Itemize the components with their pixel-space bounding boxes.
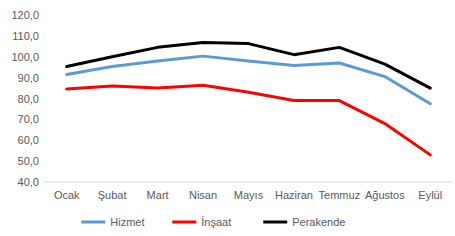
x-tick-label: Temmuz xyxy=(319,189,361,201)
legend-label: İnşaat xyxy=(201,216,231,228)
legend-swatch xyxy=(172,221,196,224)
y-tick-label: 60,0 xyxy=(18,134,39,146)
legend-label: Perakende xyxy=(292,216,345,228)
chart: 40,0 50,0 60,0 70,0 80,0 90,0 100,0 110,0 120,0 O… xyxy=(0,0,455,236)
series-line xyxy=(67,43,431,89)
x-tick-label: Şubat xyxy=(98,189,127,201)
legend: Hizmet İnşaat Perakende xyxy=(81,216,345,228)
y-tick-label: 70,0 xyxy=(18,113,39,125)
tick-mark xyxy=(41,140,44,141)
x-tick-label: Ağustos xyxy=(365,189,405,201)
plot-area xyxy=(67,43,431,155)
tick-mark xyxy=(41,77,44,78)
tick-mark xyxy=(41,56,44,57)
legend-label: Hizmet xyxy=(110,216,144,228)
y-tick-label: 80,0 xyxy=(18,93,39,105)
y-tick-label: 40,0 xyxy=(18,176,39,188)
x-tick-label: Mayıs xyxy=(234,189,264,201)
legend-swatch xyxy=(263,221,287,224)
legend-swatch xyxy=(81,221,105,224)
x-tick-label: Nisan xyxy=(189,189,217,201)
y-tick-label: 90,0 xyxy=(18,72,39,84)
series-line xyxy=(67,56,431,104)
y-tick-label: 50,0 xyxy=(18,155,39,167)
x-axis xyxy=(44,182,453,183)
x-tick-label: Ocak xyxy=(54,189,80,201)
series-line xyxy=(67,85,431,155)
x-tick-label: Mart xyxy=(147,189,169,201)
y-tick-label: 120,0 xyxy=(11,9,39,21)
tick-mark xyxy=(41,15,44,16)
tick-mark xyxy=(41,161,44,162)
tick-mark xyxy=(41,98,44,99)
x-tick-label: Haziran xyxy=(275,189,313,201)
y-tick-label: 110,0 xyxy=(12,30,39,42)
tick-mark xyxy=(41,35,44,36)
y-tick-label: 100,0 xyxy=(11,51,39,63)
x-tick-label: Eylül xyxy=(418,189,442,201)
tick-mark xyxy=(41,119,44,120)
tick-mark xyxy=(41,182,44,183)
